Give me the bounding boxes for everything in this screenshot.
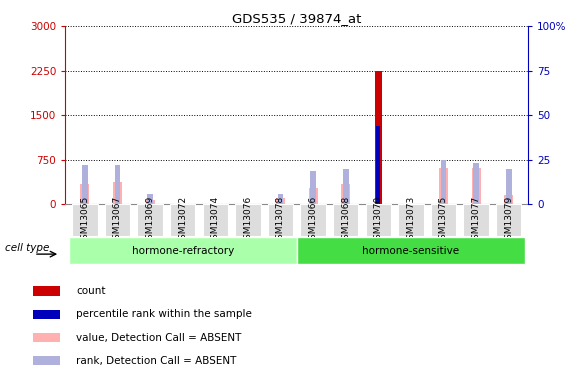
Text: GSM13076: GSM13076: [243, 196, 252, 245]
Bar: [80, 184, 89, 204]
Text: percentile rank within the sample: percentile rank within the sample: [76, 309, 252, 319]
Bar: [113, 182, 122, 204]
Bar: [34, 310, 60, 319]
Bar: [441, 160, 446, 204]
FancyBboxPatch shape: [72, 204, 98, 236]
Text: GSM13077: GSM13077: [471, 196, 481, 245]
Bar: [147, 194, 153, 204]
FancyBboxPatch shape: [170, 204, 195, 236]
Text: rank, Detection Call = ABSENT: rank, Detection Call = ABSENT: [76, 356, 236, 366]
FancyBboxPatch shape: [496, 204, 521, 236]
Bar: [276, 198, 285, 204]
Bar: [310, 171, 316, 204]
FancyBboxPatch shape: [235, 204, 261, 236]
Text: GSM13069: GSM13069: [145, 196, 154, 245]
Bar: [506, 169, 512, 204]
FancyBboxPatch shape: [366, 204, 391, 236]
Bar: [473, 164, 479, 204]
Text: GSM13075: GSM13075: [439, 196, 448, 245]
Bar: [377, 126, 380, 204]
FancyBboxPatch shape: [105, 204, 130, 236]
Bar: [471, 168, 481, 204]
Bar: [308, 188, 318, 204]
Title: GDS535 / 39874_at: GDS535 / 39874_at: [232, 12, 361, 25]
Bar: [278, 194, 283, 204]
FancyBboxPatch shape: [300, 204, 326, 236]
Bar: [145, 200, 154, 204]
Text: cell type: cell type: [5, 243, 49, 253]
FancyBboxPatch shape: [463, 204, 489, 236]
Text: GSM13079: GSM13079: [504, 196, 513, 245]
FancyBboxPatch shape: [297, 237, 525, 264]
Text: GSM13067: GSM13067: [113, 196, 122, 245]
Bar: [115, 165, 120, 204]
Text: hormone-sensitive: hormone-sensitive: [362, 246, 460, 256]
Text: GSM13078: GSM13078: [276, 196, 285, 245]
Text: GSM13074: GSM13074: [211, 196, 220, 245]
Bar: [34, 333, 60, 342]
Bar: [343, 169, 349, 204]
Text: GSM13072: GSM13072: [178, 196, 187, 245]
FancyBboxPatch shape: [398, 204, 424, 236]
Bar: [375, 71, 382, 204]
FancyBboxPatch shape: [333, 204, 358, 236]
FancyBboxPatch shape: [69, 237, 297, 264]
Text: GSM13068: GSM13068: [341, 196, 350, 245]
Text: GSM13066: GSM13066: [308, 196, 318, 245]
Text: hormone-refractory: hormone-refractory: [132, 246, 234, 256]
Bar: [82, 165, 88, 204]
FancyBboxPatch shape: [431, 204, 456, 236]
Text: GSM13065: GSM13065: [81, 196, 89, 245]
FancyBboxPatch shape: [137, 204, 163, 236]
FancyBboxPatch shape: [203, 204, 228, 236]
Bar: [439, 168, 448, 204]
Text: GSM13073: GSM13073: [406, 196, 415, 245]
Bar: [341, 184, 350, 204]
Bar: [34, 356, 60, 365]
Text: count: count: [76, 286, 106, 296]
Bar: [34, 286, 60, 296]
Text: GSM13070: GSM13070: [374, 196, 383, 245]
FancyBboxPatch shape: [268, 204, 293, 236]
Bar: [504, 195, 513, 204]
Text: value, Detection Call = ABSENT: value, Detection Call = ABSENT: [76, 333, 241, 342]
